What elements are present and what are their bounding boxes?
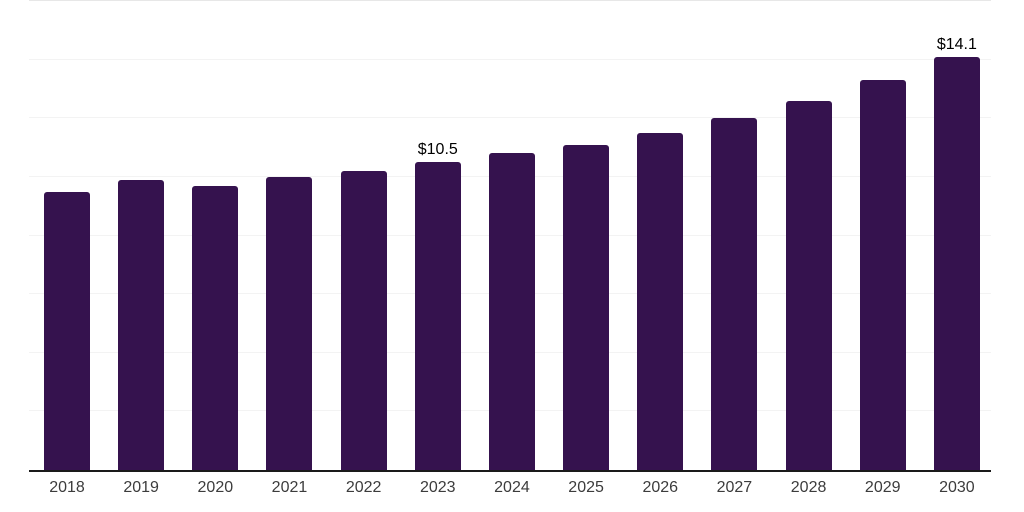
x-tick-label-2029: 2029 xyxy=(864,479,901,496)
gridline xyxy=(29,58,991,60)
bar-2026[interactable] xyxy=(637,132,684,470)
bar-2029[interactable] xyxy=(859,80,906,470)
bar-2023[interactable]: $10.5 xyxy=(414,141,461,470)
bar-2022[interactable] xyxy=(340,171,387,470)
bar-value-label: $14.1 xyxy=(936,35,977,53)
plot-area: $10.5 $14.1 xyxy=(29,0,991,472)
x-axis-line xyxy=(29,470,991,472)
bar-2019[interactable] xyxy=(118,179,165,470)
x-tick-label-2020: 2020 xyxy=(197,479,234,496)
gridline xyxy=(29,0,991,1)
x-tick-label-2025: 2025 xyxy=(568,479,604,496)
bar-2024[interactable] xyxy=(488,153,535,470)
bar-2028[interactable] xyxy=(785,100,832,470)
bar-2021[interactable] xyxy=(266,176,313,470)
bar-2027[interactable] xyxy=(711,118,758,470)
x-tick-label-2023: 2023 xyxy=(419,479,456,496)
x-tick-label-2022: 2022 xyxy=(345,479,382,496)
gridline xyxy=(29,117,991,119)
x-tick-label-2018: 2018 xyxy=(49,479,85,496)
bars-row: $10.5 $14.1 xyxy=(29,1,991,470)
x-tick-label-2030: 2030 xyxy=(939,479,975,496)
bar-2030[interactable]: $14.1 xyxy=(933,36,980,470)
x-tick-label-2019: 2019 xyxy=(123,479,159,496)
bar-2020[interactable] xyxy=(192,185,239,470)
x-tick-label-2021: 2021 xyxy=(271,479,308,496)
bar-value-label: $10.5 xyxy=(417,141,458,159)
bar-2018[interactable] xyxy=(44,191,90,470)
x-axis-labels: 2018 2019 2020 2021 2022 2023 2024 2025 2026 2027… xyxy=(29,477,991,499)
x-tick-label-2028: 2028 xyxy=(790,479,827,496)
x-tick-label-2026: 2026 xyxy=(642,479,679,496)
x-tick-label-2027: 2027 xyxy=(716,479,753,496)
x-tick-label-2024: 2024 xyxy=(494,479,530,496)
bar-2025[interactable] xyxy=(563,144,610,470)
